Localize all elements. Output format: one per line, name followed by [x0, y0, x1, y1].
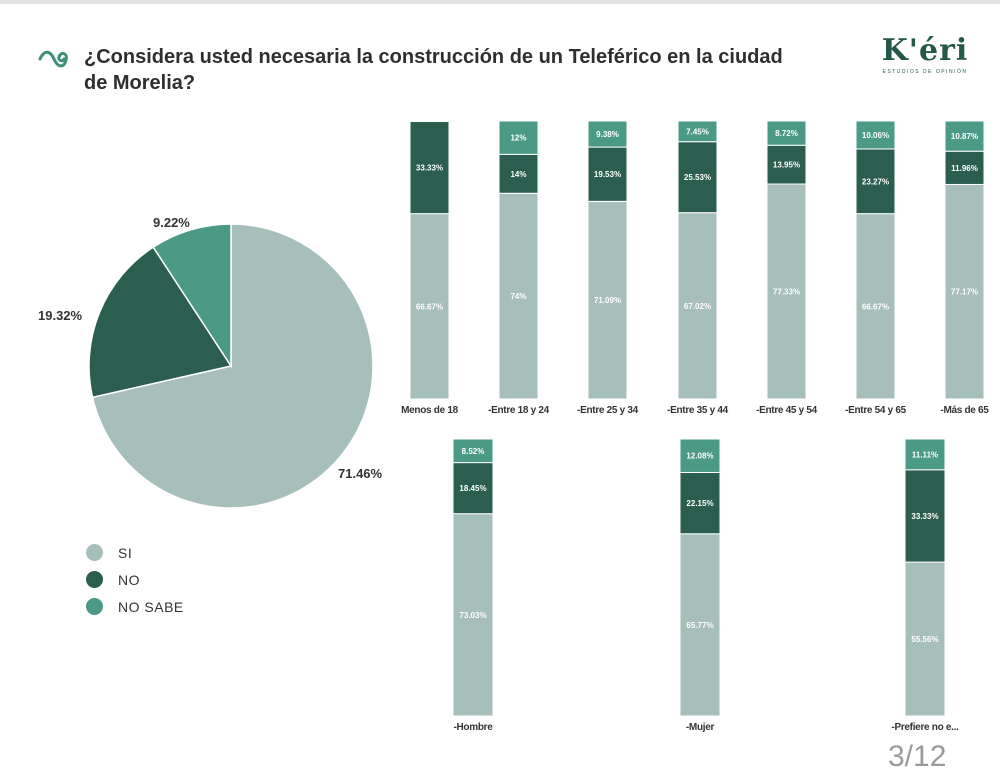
- pie-slice-no: [88, 246, 233, 399]
- gender-bar-0-no: [452, 462, 494, 515]
- gender-bar-1-no-label: 22.15%: [686, 499, 713, 508]
- age-bar-6-si: [944, 183, 985, 400]
- age-bar-5-si: [855, 213, 896, 400]
- gender-bar-1-si-label: 65.77%: [686, 621, 713, 630]
- age-bar-0-no-label: 33.33%: [416, 163, 443, 172]
- gender-bar-2-no-label: 33.33%: [911, 512, 938, 521]
- pie-slice-si: [91, 223, 374, 509]
- age-category-label-0: Menos de 18: [401, 405, 458, 416]
- pie-slice-no-sabe: [152, 223, 232, 369]
- gender-category-label-2: -Prefiere no e...: [891, 722, 959, 733]
- gender-bar-1-no: [679, 471, 721, 535]
- gender-bar-2-si-label: 55.56%: [911, 635, 938, 644]
- gender-category-label-0: -Hombre: [453, 722, 493, 733]
- top-border: [0, 0, 1000, 4]
- age-category-label-2: -Entre 25 y 34: [577, 405, 639, 416]
- brand-logo-subtitle: ESTUDIOS DE OPINIÓN: [882, 69, 968, 75]
- age-bar-5-no-label: 23.27%: [862, 177, 889, 186]
- pie-label-no-sabe: 9.22%: [153, 215, 190, 230]
- legend: SI NO NO SABE: [86, 539, 184, 620]
- age-bar-5-no-sabe: [855, 120, 896, 150]
- age-bar-3-no: [677, 141, 718, 214]
- age-bar-2-no-label: 19.53%: [594, 170, 621, 179]
- age-bar-6-no-sabe-label: 10.87%: [951, 132, 978, 141]
- age-category-label-6: -Más de 65: [940, 405, 989, 416]
- age-bar-4-si-label: 77.33%: [773, 288, 800, 297]
- age-bar-3-si-label: 67.02%: [684, 302, 711, 311]
- brand-logo: K'éri ESTUDIOS DE OPINIÓN: [880, 33, 970, 76]
- gender-bar-0-si: [452, 513, 494, 717]
- legend-no-sabe-label: NO SABE: [118, 598, 184, 615]
- age-bar-0-no-sabe: [409, 120, 450, 122]
- gender-stacked-bar-chart: 73.03% 18.45% 8.52% -Hombre 65.77% 22.15% 12.0…: [452, 438, 959, 733]
- gender-bar-1-no-sabe-label: 12.08%: [686, 452, 713, 461]
- age-category-label-3: -Entre 35 y 44: [667, 405, 729, 416]
- age-bar-3-no-sabe-label: 7.45%: [686, 127, 709, 136]
- gender-bar-2-si: [904, 561, 946, 717]
- legend-item-no: NO: [86, 566, 184, 593]
- age-category-label-5: -Entre 54 y 65: [845, 405, 907, 416]
- legend-no-swatch: [86, 571, 103, 588]
- age-bar-4-no-sabe: [766, 120, 807, 146]
- gender-bar-2-no: [904, 469, 946, 563]
- age-bar-1-no-label: 14%: [510, 170, 526, 179]
- age-bar-4-no-label: 13.95%: [773, 161, 800, 170]
- age-bar-1-no: [498, 153, 539, 194]
- gender-category-label-1: -Mujer: [686, 722, 715, 733]
- age-bar-5-si-label: 66.67%: [862, 302, 889, 311]
- age-bar-0-si-label: 66.67%: [416, 302, 443, 311]
- age-bar-1-no-sabe-label: 12%: [510, 134, 526, 143]
- age-bar-3-no-sabe: [677, 120, 718, 143]
- age-bar-0-si: [409, 213, 450, 400]
- age-category-label-4: -Entre 45 y 54: [756, 405, 818, 416]
- age-bar-1-si-label: 74%: [510, 292, 526, 301]
- age-bar-6-no: [944, 150, 985, 185]
- age-bar-2-si-label: 71.09%: [594, 296, 621, 305]
- legend-si-swatch: [86, 544, 103, 561]
- spiral-logo-icon: [38, 50, 68, 68]
- gender-bar-0-si-label: 73.03%: [459, 611, 486, 620]
- age-bar-2-no-sabe-label: 9.38%: [596, 130, 619, 139]
- age-bar-2-no-sabe: [587, 120, 628, 148]
- age-bar-3-si: [677, 212, 718, 400]
- age-bar-5-no-sabe-label: 10.06%: [862, 131, 889, 140]
- gender-bar-2-no-sabe: [904, 438, 946, 471]
- age-bar-4-no: [766, 144, 807, 185]
- legend-si-label: SI: [118, 544, 133, 561]
- legend-item-si: SI: [86, 539, 184, 566]
- pie-label-no: 19.32%: [38, 308, 83, 323]
- brand-logo-text: K'éri: [881, 33, 969, 68]
- age-bar-1-no-sabe: [498, 120, 539, 155]
- gender-bar-1-si: [679, 533, 721, 717]
- chart-title: ¿Considera usted necesaria la construcci…: [84, 46, 783, 94]
- age-bar-4-no-sabe-label: 8.72%: [775, 129, 798, 138]
- legend-no-sabe-swatch: [86, 598, 103, 615]
- age-stacked-bar-chart: 66.67% 33.33% Menos de 18 74% 14% 12% -Entre 1…: [401, 120, 990, 416]
- age-bar-0-no: [409, 120, 450, 215]
- gender-bar-1-no-sabe: [679, 438, 721, 473]
- age-bar-4-si: [766, 183, 807, 400]
- age-bar-5-no: [855, 148, 896, 215]
- gender-bar-0-no-sabe: [452, 438, 494, 464]
- legend-no-label: NO: [118, 571, 140, 588]
- age-bar-1-si: [498, 192, 539, 400]
- gender-bar-0-no-label: 18.45%: [459, 484, 486, 493]
- age-category-label-1: -Entre 18 y 24: [488, 405, 550, 416]
- gender-bar-2-no-sabe-label: 11.11%: [912, 450, 938, 459]
- age-bar-2-si: [587, 200, 628, 400]
- pie-label-si: 71.46%: [338, 466, 383, 481]
- legend-item-no-sabe: NO SABE: [86, 593, 184, 620]
- age-bar-3-no-label: 25.53%: [684, 173, 711, 182]
- age-bar-6-no-sabe: [944, 120, 985, 152]
- age-bar-6-no-label: 11.96%: [951, 164, 978, 173]
- age-bar-6-si-label: 77.17%: [951, 288, 978, 297]
- page-number: 3/12: [888, 740, 947, 773]
- pie-chart: [88, 223, 374, 509]
- gender-bar-0-no-sabe-label: 8.52%: [462, 447, 485, 456]
